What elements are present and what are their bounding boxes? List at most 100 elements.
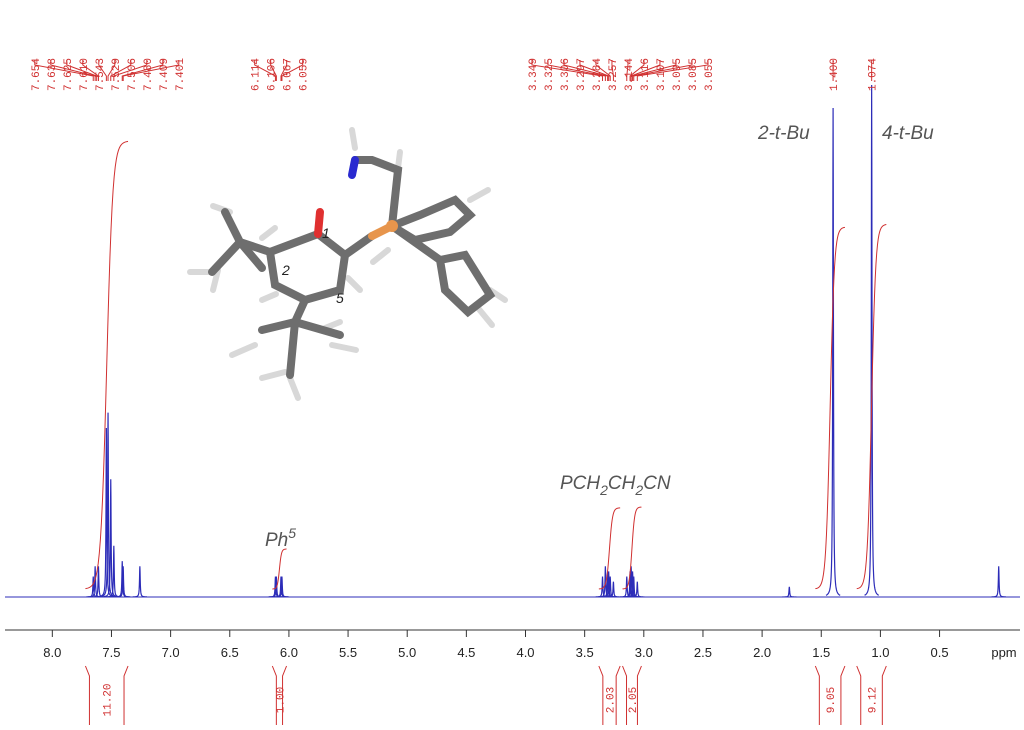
- integral-label: 11.20: [103, 683, 115, 716]
- peak-label-leader: [66, 60, 98, 81]
- peak: [274, 576, 290, 598]
- integral-curve: [85, 140, 129, 590]
- annotation-part: CN: [643, 473, 671, 494]
- peak-label-leader: [121, 60, 164, 81]
- atom-label: 1: [322, 225, 330, 241]
- x-tick-label: 2.0: [753, 645, 771, 660]
- integral-curve: [598, 507, 621, 590]
- peak-label-leader: [110, 60, 132, 81]
- integral-bracket: [271, 665, 288, 725]
- peak-label: 7.638: [47, 58, 59, 91]
- peak-label: 1.074: [868, 58, 880, 91]
- x-tick-label: 4.5: [457, 645, 475, 660]
- atom-label: 2: [281, 262, 290, 278]
- annotation-part: CH: [608, 473, 636, 494]
- peak-label-leader: [636, 60, 709, 81]
- peak-label: 7.625: [63, 58, 75, 91]
- x-tick-label: 1.5: [812, 645, 830, 660]
- integral-curve: [856, 224, 887, 590]
- x-tick-label: 7.5: [102, 645, 120, 660]
- integral-label: 2.03: [606, 687, 618, 713]
- peak-label-leader: [579, 60, 610, 81]
- peak-label: 6.106: [267, 58, 279, 91]
- peak-label-leader: [82, 60, 99, 81]
- x-tick-label: 4.0: [516, 645, 534, 660]
- peak: [116, 566, 131, 598]
- peak: [825, 108, 841, 596]
- peak-label: 1.400: [829, 58, 841, 91]
- peak-label-leader: [629, 60, 645, 81]
- peak-label: 3.055: [704, 58, 716, 91]
- peak: [100, 412, 116, 597]
- peak-label: 7.480: [143, 58, 155, 91]
- integral-curve: [622, 506, 642, 590]
- peak-label: 3.144: [624, 58, 636, 91]
- integral-bracket: [84, 665, 129, 725]
- peak: [630, 581, 645, 598]
- annotation-sub: 2: [634, 482, 643, 498]
- peak: [269, 576, 284, 598]
- x-tick-label: 1.0: [871, 645, 889, 660]
- integral-bracket: [814, 665, 846, 725]
- peak-label: 3.306: [560, 58, 572, 91]
- x-tick-label: 0.5: [931, 645, 949, 660]
- peak-label-leader: [531, 60, 604, 81]
- peak-label-leader: [595, 60, 611, 81]
- x-tick-label: 6.0: [280, 645, 298, 660]
- peak-label: 3.284: [592, 58, 604, 91]
- peak-label-leader: [626, 60, 629, 81]
- peak-label: 6.114: [251, 58, 263, 91]
- peak: [782, 586, 797, 598]
- peak-label: 7.543: [95, 58, 107, 91]
- peak: [132, 566, 147, 598]
- x-tick-label: 5.0: [398, 645, 416, 660]
- x-tick-label: 7.0: [162, 645, 180, 660]
- peak-label: 6.059: [299, 58, 311, 91]
- molecule: 1 2 5: [187, 127, 508, 401]
- peak-label: 3.257: [608, 58, 620, 91]
- peak-label-leader: [50, 60, 96, 81]
- peak-label-leader: [98, 60, 107, 81]
- peak-label-leader: [611, 60, 614, 81]
- peak-label-leader: [270, 60, 277, 81]
- peak-label: 7.409: [159, 58, 171, 91]
- peak: [991, 566, 1006, 598]
- annotation: PCH2CH2CN: [560, 473, 671, 498]
- annotation: Ph5: [265, 525, 296, 551]
- integral-curve: [815, 226, 846, 590]
- peak: [103, 479, 118, 598]
- peak-label-leader: [107, 60, 116, 81]
- annotation-sup: 5: [288, 525, 296, 541]
- peak-label-leader: [632, 60, 677, 81]
- x-tick-label: 8.0: [43, 645, 61, 660]
- peak-label: 3.095: [672, 58, 684, 91]
- peak-label: 7.610: [79, 58, 91, 91]
- peak-label-leader: [633, 60, 693, 81]
- annotation-part: Ph: [265, 530, 288, 551]
- peak-label-leader: [34, 60, 94, 81]
- peak-label-leader: [563, 60, 609, 81]
- peak-label-leader: [547, 60, 606, 81]
- peak: [91, 566, 106, 598]
- x-tick-label: 3.5: [576, 645, 594, 660]
- x-tick-label: 2.5: [694, 645, 712, 660]
- peak-label-leader: [280, 60, 288, 81]
- peak-label-leader: [630, 60, 661, 81]
- integral-curve: [272, 548, 287, 590]
- peak-label-leader: [254, 60, 276, 81]
- integral-bracket: [622, 665, 642, 725]
- peak-label-leader: [122, 60, 180, 81]
- x-tick-label: 5.5: [339, 645, 357, 660]
- peak: [626, 576, 641, 598]
- peak: [603, 576, 618, 598]
- peak-label: 3.297: [576, 58, 588, 91]
- atom-label: 5: [336, 290, 344, 306]
- peak-label: 7.654: [31, 58, 43, 91]
- integral-label: 1.00: [275, 687, 287, 713]
- integral-label: 9.05: [826, 687, 838, 713]
- annotation: 4-t-Bu: [882, 123, 934, 144]
- peak: [864, 84, 880, 596]
- peak-label: 3.107: [656, 58, 668, 91]
- annotation-sub: 2: [599, 482, 608, 498]
